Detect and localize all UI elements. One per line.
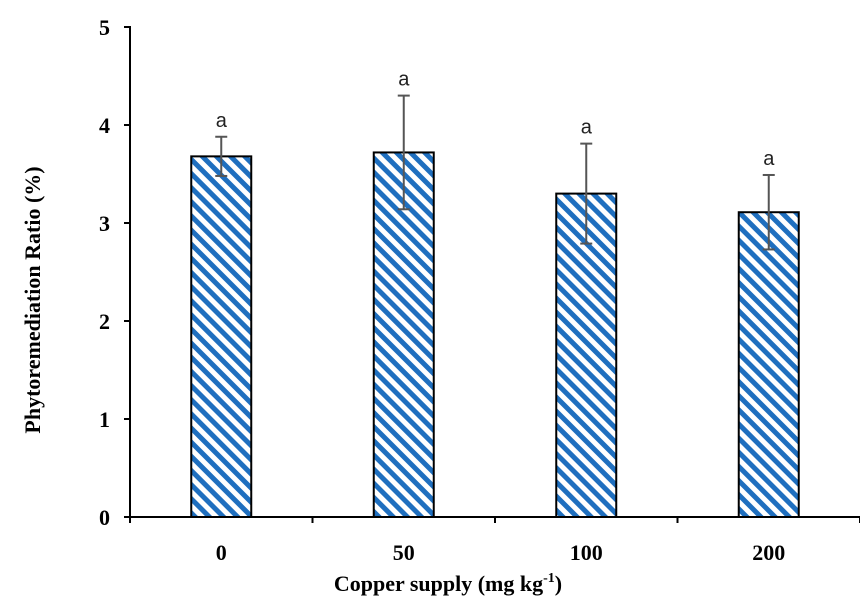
y-tick-label: 3 (99, 211, 110, 236)
y-tick-label: 0 (99, 505, 110, 530)
bar-50 (372, 151, 435, 518)
x-axis-title-main: Copper supply (mg kg (334, 571, 543, 596)
y-tick-label: 1 (99, 407, 110, 432)
y-axis-ticks: 0 1 2 3 4 5 (99, 15, 130, 530)
x-axis-title: Copper supply (mg kg-1) (334, 571, 562, 596)
bar-0 (190, 155, 253, 519)
x-tick-label: 100 (570, 540, 603, 565)
x-axis-title-suffix: ) (555, 571, 562, 596)
bar-200 (737, 211, 800, 518)
significance-label: a (581, 117, 593, 139)
y-tick-label: 5 (99, 15, 110, 40)
x-axis-title-superscript: -1 (543, 571, 555, 586)
x-tick-label: 50 (393, 540, 415, 565)
x-tick-label: 200 (752, 540, 785, 565)
bars: a 0 a 50 a 100 a 200 (190, 69, 800, 565)
significance-label: a (216, 110, 228, 132)
y-tick-label: 4 (99, 113, 110, 138)
y-tick-label: 2 (99, 309, 110, 334)
y-axis-title: Phytoremediation Ratio (%) (20, 166, 45, 433)
significance-label: a (398, 69, 410, 91)
x-tick-label: 0 (216, 540, 227, 565)
significance-label: a (763, 148, 775, 170)
